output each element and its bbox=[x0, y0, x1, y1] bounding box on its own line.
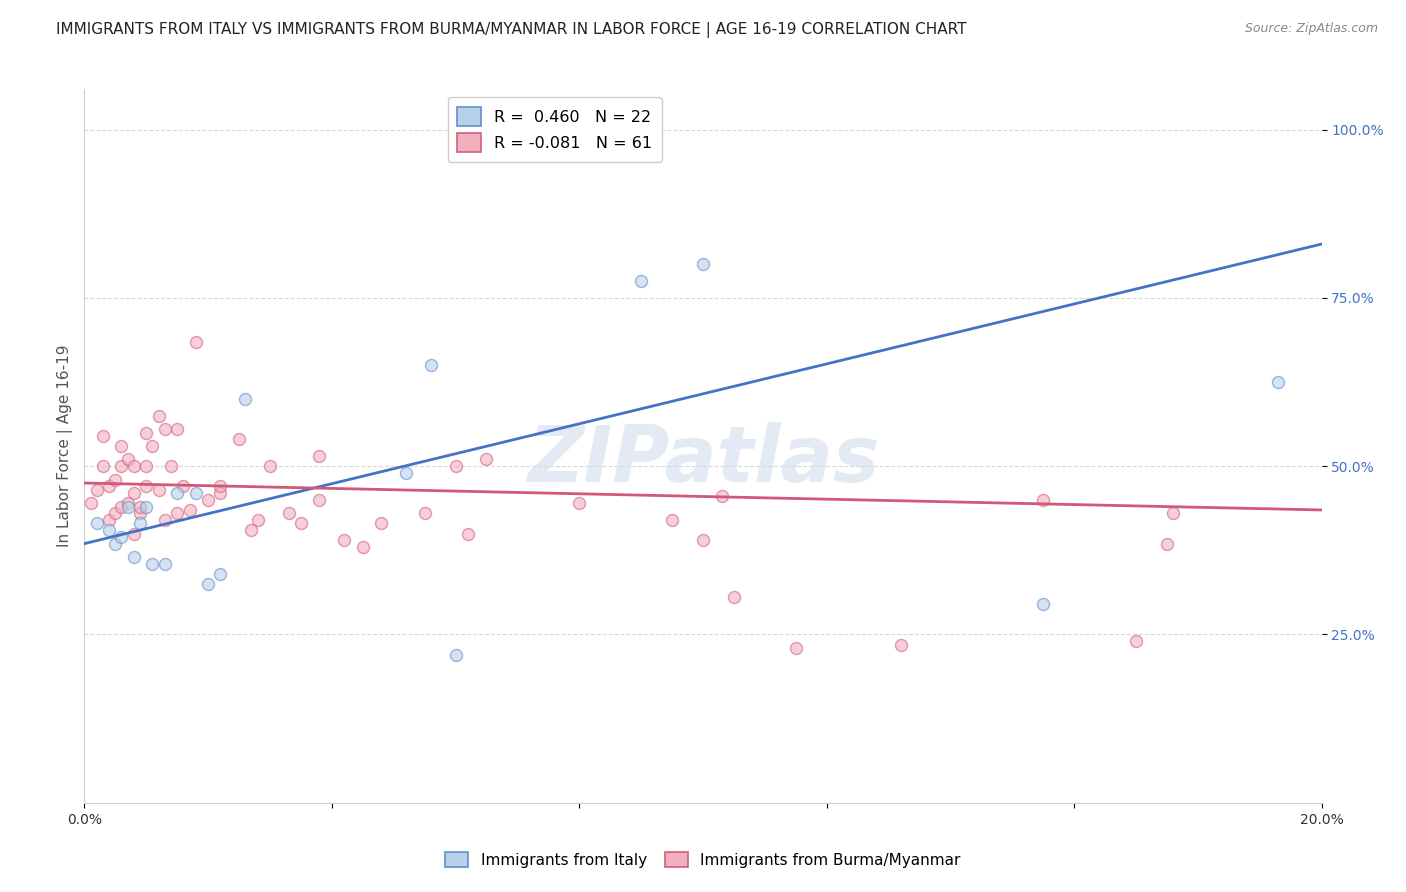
Point bbox=[233, 392, 256, 406]
Point bbox=[890, 638, 912, 652]
Text: ZIPatlas: ZIPatlas bbox=[527, 422, 879, 499]
Point bbox=[184, 486, 207, 500]
Point bbox=[98, 513, 121, 527]
Point bbox=[141, 439, 163, 453]
Point bbox=[184, 334, 207, 349]
Point bbox=[785, 640, 807, 655]
Point bbox=[166, 506, 188, 520]
Point bbox=[1032, 492, 1054, 507]
Point bbox=[240, 523, 263, 537]
Point bbox=[110, 500, 132, 514]
Point bbox=[444, 648, 467, 662]
Point bbox=[308, 492, 330, 507]
Point bbox=[91, 429, 114, 443]
Point bbox=[104, 536, 127, 550]
Point bbox=[568, 496, 591, 510]
Point bbox=[98, 479, 121, 493]
Point bbox=[117, 496, 139, 510]
Point bbox=[110, 459, 132, 474]
Point bbox=[209, 479, 232, 493]
Point bbox=[91, 459, 114, 474]
Point bbox=[117, 500, 139, 514]
Point bbox=[1032, 597, 1054, 611]
Point bbox=[444, 459, 467, 474]
Point bbox=[246, 513, 269, 527]
Point bbox=[308, 449, 330, 463]
Point bbox=[290, 516, 312, 531]
Point bbox=[153, 422, 176, 436]
Point bbox=[1161, 506, 1184, 520]
Point bbox=[1125, 634, 1147, 648]
Point bbox=[135, 500, 157, 514]
Point bbox=[104, 506, 127, 520]
Text: Source: ZipAtlas.com: Source: ZipAtlas.com bbox=[1244, 22, 1378, 36]
Point bbox=[148, 409, 170, 423]
Point bbox=[148, 483, 170, 497]
Point bbox=[1267, 375, 1289, 389]
Point bbox=[723, 591, 745, 605]
Point bbox=[419, 358, 441, 372]
Point bbox=[110, 439, 132, 453]
Point bbox=[197, 577, 219, 591]
Point bbox=[79, 496, 101, 510]
Point bbox=[228, 432, 250, 446]
Point bbox=[135, 479, 157, 493]
Point bbox=[413, 506, 436, 520]
Point bbox=[333, 533, 356, 548]
Point bbox=[179, 503, 201, 517]
Point bbox=[277, 506, 299, 520]
Point bbox=[475, 452, 498, 467]
Point bbox=[122, 459, 145, 474]
Point bbox=[166, 486, 188, 500]
Point bbox=[129, 506, 152, 520]
Point bbox=[692, 257, 714, 271]
Point bbox=[1156, 536, 1178, 550]
Point bbox=[692, 533, 714, 548]
Point bbox=[172, 479, 194, 493]
Point bbox=[104, 473, 127, 487]
Point bbox=[352, 540, 374, 554]
Point bbox=[209, 486, 232, 500]
Point bbox=[457, 526, 479, 541]
Point bbox=[630, 274, 652, 288]
Point bbox=[166, 422, 188, 436]
Point bbox=[160, 459, 183, 474]
Legend: R =  0.460   N = 22, R = -0.081   N = 61: R = 0.460 N = 22, R = -0.081 N = 61 bbox=[447, 97, 662, 161]
Point bbox=[110, 530, 132, 544]
Point bbox=[117, 452, 139, 467]
Point bbox=[86, 483, 108, 497]
Point bbox=[395, 466, 418, 480]
Point bbox=[86, 516, 108, 531]
Point bbox=[153, 557, 176, 571]
Point bbox=[135, 459, 157, 474]
Y-axis label: In Labor Force | Age 16-19: In Labor Force | Age 16-19 bbox=[58, 344, 73, 548]
Legend: Immigrants from Italy, Immigrants from Burma/Myanmar: Immigrants from Italy, Immigrants from B… bbox=[439, 846, 967, 873]
Point bbox=[122, 550, 145, 565]
Point bbox=[259, 459, 281, 474]
Point bbox=[129, 500, 152, 514]
Point bbox=[129, 516, 152, 531]
Point bbox=[122, 526, 145, 541]
Point bbox=[141, 557, 163, 571]
Point bbox=[98, 523, 121, 537]
Point bbox=[209, 566, 232, 581]
Point bbox=[661, 513, 683, 527]
Point bbox=[135, 425, 157, 440]
Point bbox=[370, 516, 392, 531]
Point bbox=[122, 486, 145, 500]
Point bbox=[153, 513, 176, 527]
Text: IMMIGRANTS FROM ITALY VS IMMIGRANTS FROM BURMA/MYANMAR IN LABOR FORCE | AGE 16-1: IMMIGRANTS FROM ITALY VS IMMIGRANTS FROM… bbox=[56, 22, 967, 38]
Point bbox=[197, 492, 219, 507]
Point bbox=[710, 490, 733, 504]
